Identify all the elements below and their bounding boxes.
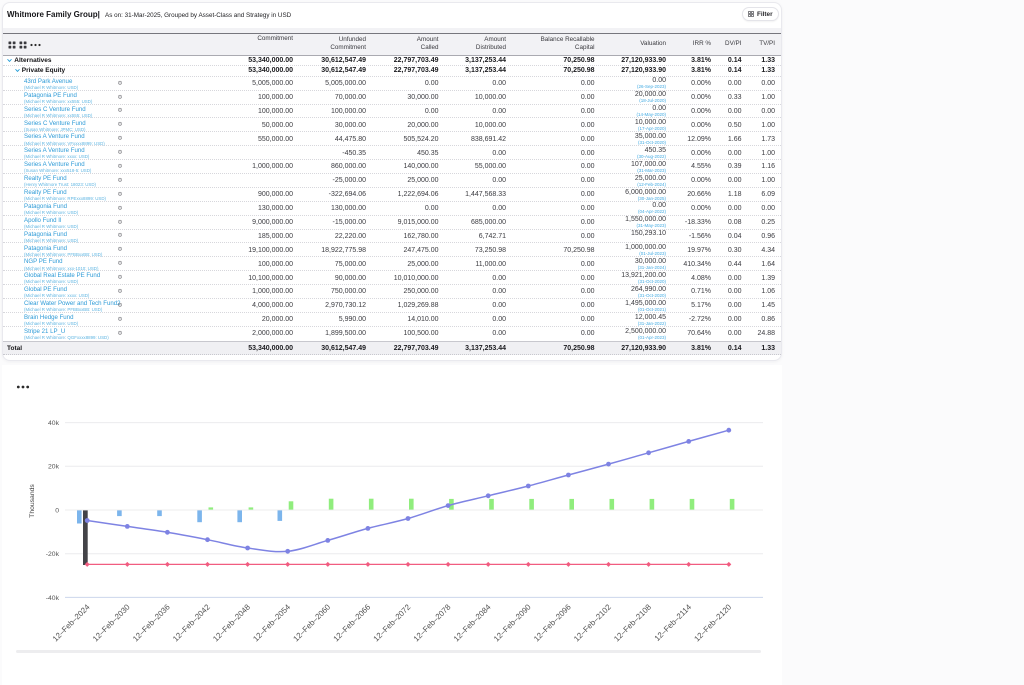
- svg-text:Thousands: Thousands: [29, 484, 36, 518]
- svg-text:12–Feb–2054: 12–Feb–2054: [251, 602, 292, 643]
- svg-text:-20k: -20k: [46, 551, 60, 558]
- svg-text:12–Feb–2042: 12–Feb–2042: [171, 603, 212, 644]
- svg-text:-40k: -40k: [46, 595, 60, 602]
- svg-text:12–Feb–2030: 12–Feb–2030: [91, 602, 132, 643]
- svg-text:12–Feb–2084: 12–Feb–2084: [452, 602, 493, 643]
- svg-text:20k: 20k: [48, 464, 60, 471]
- svg-text:12–Feb–2078: 12–Feb–2078: [412, 602, 453, 643]
- svg-text:40k: 40k: [48, 420, 60, 427]
- svg-text:12–Feb–2090: 12–Feb–2090: [492, 602, 533, 643]
- svg-text:12–Feb–2024: 12–Feb–2024: [51, 602, 92, 643]
- svg-text:12–Feb–2066: 12–Feb–2066: [332, 602, 373, 643]
- svg-text:0: 0: [55, 507, 59, 514]
- svg-text:12–Feb–2096: 12–Feb–2096: [532, 602, 573, 643]
- svg-text:12–Feb–2048: 12–Feb–2048: [211, 602, 252, 643]
- svg-text:12–Feb–2060: 12–Feb–2060: [291, 602, 332, 643]
- svg-text:12–Feb–2036: 12–Feb–2036: [131, 602, 172, 643]
- svg-text:12–Feb–2102: 12–Feb–2102: [572, 603, 613, 644]
- svg-text:12–Feb–2120: 12–Feb–2120: [692, 602, 733, 643]
- svg-text:12–Feb–2114: 12–Feb–2114: [653, 602, 694, 643]
- svg-text:12–Feb–2072: 12–Feb–2072: [372, 603, 413, 644]
- svg-text:12–Feb–2108: 12–Feb–2108: [612, 602, 653, 643]
